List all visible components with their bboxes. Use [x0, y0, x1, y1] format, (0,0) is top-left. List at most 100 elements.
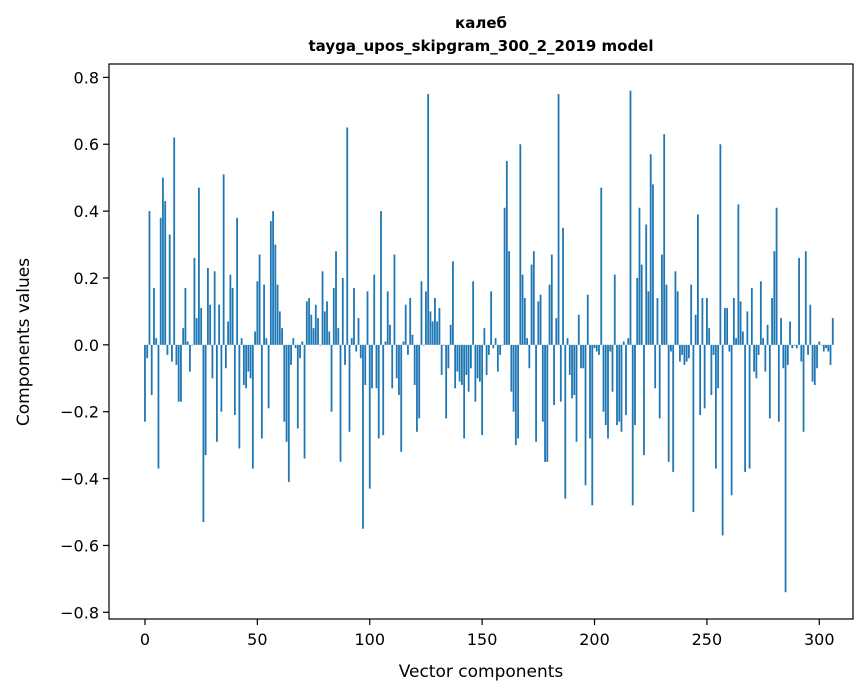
- bar: [665, 284, 668, 345]
- bar: [732, 298, 735, 345]
- bar: [272, 211, 274, 345]
- bar: [447, 344, 450, 369]
- bar: [602, 344, 605, 412]
- bar: [362, 344, 364, 529]
- bar: [204, 344, 207, 456]
- bar: [638, 207, 641, 345]
- y-axis-label: Components values: [14, 258, 34, 426]
- bar: [242, 344, 245, 385]
- bar: [616, 344, 618, 426]
- bar: [281, 328, 283, 345]
- bar: [411, 334, 414, 345]
- bar: [532, 251, 535, 345]
- bar: [708, 328, 711, 345]
- bar: [622, 341, 625, 345]
- bar: [420, 281, 423, 345]
- bar: [292, 338, 295, 345]
- bar: [784, 344, 787, 593]
- bar: [364, 344, 367, 385]
- bar: [501, 344, 504, 346]
- bar: [321, 271, 324, 345]
- bar: [681, 344, 684, 355]
- bar: [613, 274, 616, 345]
- bar: [180, 344, 182, 402]
- bar: [474, 344, 477, 402]
- bar: [368, 344, 371, 489]
- bar: [445, 344, 448, 419]
- bar: [146, 344, 149, 359]
- bar: [717, 344, 720, 389]
- bar: [539, 294, 542, 345]
- x-tick-label: 300: [804, 630, 835, 649]
- bar: [780, 318, 782, 345]
- bar: [202, 344, 205, 523]
- bar: [317, 318, 319, 345]
- bar: [627, 338, 630, 345]
- bar: [586, 294, 589, 345]
- bar: [227, 321, 230, 345]
- bar: [287, 344, 290, 482]
- bar: [829, 344, 832, 365]
- bar: [575, 344, 578, 442]
- bar: [371, 344, 373, 389]
- x-tick-label: 200: [579, 630, 610, 649]
- chart-title: калеб: [455, 14, 507, 32]
- bar: [510, 344, 513, 392]
- bar: [584, 344, 587, 486]
- bar: [330, 344, 333, 412]
- bar: [721, 344, 724, 536]
- bar: [548, 284, 551, 345]
- bar: [820, 344, 823, 346]
- bar: [184, 288, 187, 345]
- bar: [267, 344, 270, 409]
- bar: [323, 311, 326, 345]
- bar: [366, 291, 369, 345]
- bar: [328, 331, 331, 345]
- bar: [159, 217, 162, 345]
- bar: [290, 344, 292, 365]
- bar: [753, 344, 755, 372]
- bar: [568, 344, 571, 375]
- bar: [649, 154, 652, 345]
- bar: [148, 211, 151, 345]
- bar: [198, 187, 200, 345]
- bar: [312, 328, 315, 345]
- bar: [595, 344, 598, 352]
- bar: [191, 344, 194, 346]
- x-tick-label: 100: [354, 630, 385, 649]
- bar: [679, 344, 681, 362]
- bar: [211, 344, 214, 379]
- bar: [258, 254, 261, 345]
- bar: [564, 344, 567, 499]
- bar: [526, 338, 528, 345]
- bar: [274, 244, 277, 345]
- bar: [301, 341, 304, 345]
- bar: [541, 344, 544, 422]
- bar: [209, 304, 212, 345]
- bar: [443, 344, 445, 346]
- y-tick-label: −0.4: [60, 470, 99, 489]
- bar: [494, 338, 497, 345]
- y-tick-label: −0.8: [60, 603, 99, 622]
- bar: [795, 344, 798, 349]
- bar: [694, 314, 697, 345]
- bar: [629, 90, 632, 345]
- bar: [557, 94, 560, 345]
- bar: [566, 338, 569, 345]
- bar: [359, 344, 362, 359]
- bar: [827, 344, 830, 352]
- bar: [438, 308, 441, 345]
- bar: [299, 344, 301, 359]
- bar: [296, 344, 299, 429]
- bar: [171, 344, 173, 362]
- bar: [177, 344, 180, 402]
- bar: [822, 344, 825, 352]
- bar: [573, 344, 576, 395]
- bar: [634, 344, 636, 426]
- bar: [346, 127, 349, 345]
- bar: [674, 271, 677, 345]
- bar: [395, 344, 398, 379]
- bar: [168, 234, 171, 345]
- bar: [591, 344, 594, 506]
- bar: [247, 344, 250, 372]
